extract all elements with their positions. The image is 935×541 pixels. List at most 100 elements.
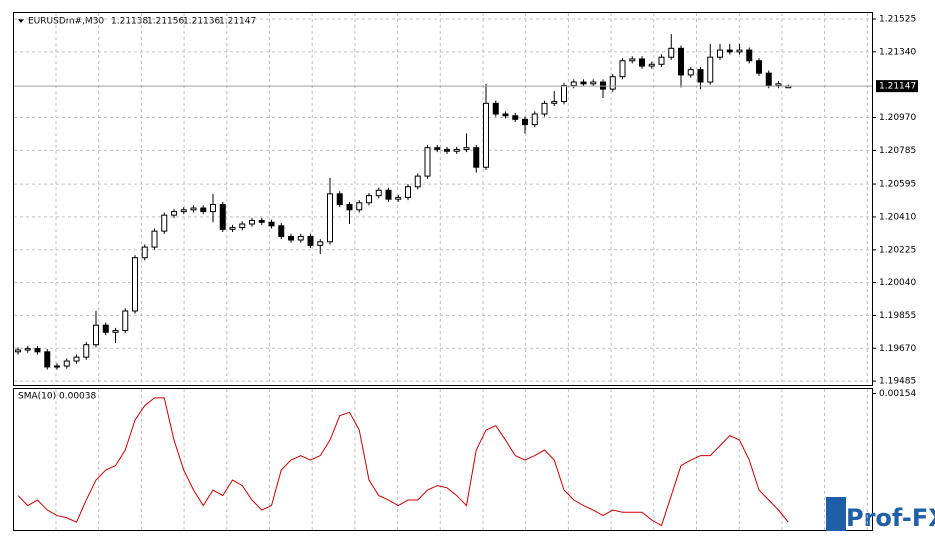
candle-body <box>278 225 285 237</box>
candle-body <box>122 310 129 332</box>
header-high: 1.21156 <box>147 17 184 27</box>
candle-body <box>346 204 353 211</box>
candle-body <box>63 360 70 367</box>
candle-body <box>15 349 21 353</box>
candle-body <box>268 221 275 227</box>
candle-body <box>463 147 470 150</box>
logo-icon <box>826 497 846 531</box>
indicator-panel <box>13 388 873 531</box>
y-tick-label: 0.00154 <box>879 389 916 399</box>
main-panel <box>13 12 873 386</box>
y-tick-label: 1.20785 <box>879 146 916 156</box>
candle-body <box>151 230 158 248</box>
header-close: 1.21147 <box>219 17 256 27</box>
candle-body <box>288 235 294 241</box>
candle-body <box>609 76 616 90</box>
candle-body <box>327 193 333 243</box>
candle-body <box>473 147 480 168</box>
candle-body <box>356 202 363 211</box>
candle-body <box>619 60 626 78</box>
symbol-title: EURUSDm#,M30 <box>28 17 104 27</box>
y-tick-label: 1.20040 <box>879 278 916 288</box>
price-label: 1.21147 <box>879 82 916 92</box>
y-tick-label: 1.21525 <box>879 15 916 25</box>
candle-body <box>717 49 723 58</box>
candle-body <box>746 49 753 62</box>
candle-body <box>736 49 743 53</box>
candle-body <box>453 148 460 152</box>
candle-body <box>444 148 450 152</box>
candle-body <box>405 186 411 198</box>
candle-body <box>756 60 762 74</box>
candle-body <box>775 83 782 87</box>
candle-body <box>434 147 441 150</box>
candle-body <box>34 348 41 353</box>
y-tick-label: 1.19855 <box>879 311 916 321</box>
candle-body <box>687 69 694 76</box>
candle-body <box>502 113 509 117</box>
candle-body <box>570 81 577 87</box>
y-tick-label: 1.21340 <box>879 47 916 57</box>
candle-body <box>629 58 636 62</box>
candle-body <box>317 241 324 246</box>
candle-body <box>83 344 90 358</box>
candle-body <box>180 209 187 213</box>
candle-body <box>668 47 675 58</box>
candle-body <box>726 49 733 53</box>
candle-body <box>307 235 314 246</box>
candle-body <box>161 214 168 232</box>
candle-body <box>424 147 431 177</box>
candle-body <box>483 102 489 168</box>
candle-body <box>561 85 567 103</box>
indicator-title: SMA(10) <box>18 392 56 402</box>
y-tick-label: 1.19670 <box>879 344 916 354</box>
candle-body <box>395 196 402 200</box>
candle-body <box>366 195 372 204</box>
candle-body <box>219 204 226 230</box>
candle-body <box>258 219 265 223</box>
candle-body <box>112 330 119 333</box>
candle-body <box>414 175 421 188</box>
candle-body <box>639 58 645 67</box>
header-low: 1.21136 <box>183 17 220 27</box>
candle-body <box>541 102 548 115</box>
candle-body <box>600 81 606 90</box>
candle-body <box>678 47 684 76</box>
header-open: 1.21138 <box>111 17 148 27</box>
candle-body <box>648 63 655 67</box>
candle-body <box>551 101 558 104</box>
candle-body <box>375 189 382 197</box>
candle-body <box>141 246 148 259</box>
y-tick-label: 1.20225 <box>879 245 916 255</box>
candle-body <box>229 227 236 230</box>
candle-body <box>44 351 51 368</box>
candle-body <box>24 348 31 351</box>
candle-body <box>54 365 60 368</box>
candle-body <box>697 69 704 83</box>
candle-body <box>707 56 714 83</box>
candle-body <box>658 56 665 65</box>
candle-body <box>190 207 197 211</box>
candle-body <box>73 356 80 362</box>
candle-body <box>385 189 392 200</box>
candle-body <box>249 219 255 225</box>
indicator-value: 0.00038 <box>59 392 96 402</box>
candle-body <box>239 223 246 229</box>
candle-body <box>590 81 597 85</box>
candle-body <box>297 235 304 241</box>
candle-body <box>522 118 528 126</box>
candle-body <box>200 207 207 213</box>
candle-body <box>132 257 138 312</box>
y-tick-label: 1.20410 <box>879 212 916 222</box>
candle-body <box>336 193 343 206</box>
candle-body <box>580 81 587 85</box>
candle-body <box>512 115 519 120</box>
candle-body <box>531 113 538 126</box>
y-tick-label: 1.19485 <box>879 377 916 387</box>
y-tick-label: 1.20595 <box>879 180 916 190</box>
candle-body <box>765 72 772 87</box>
menu-arrow[interactable] <box>18 19 24 23</box>
watermark: Prof-FX <box>846 504 935 532</box>
